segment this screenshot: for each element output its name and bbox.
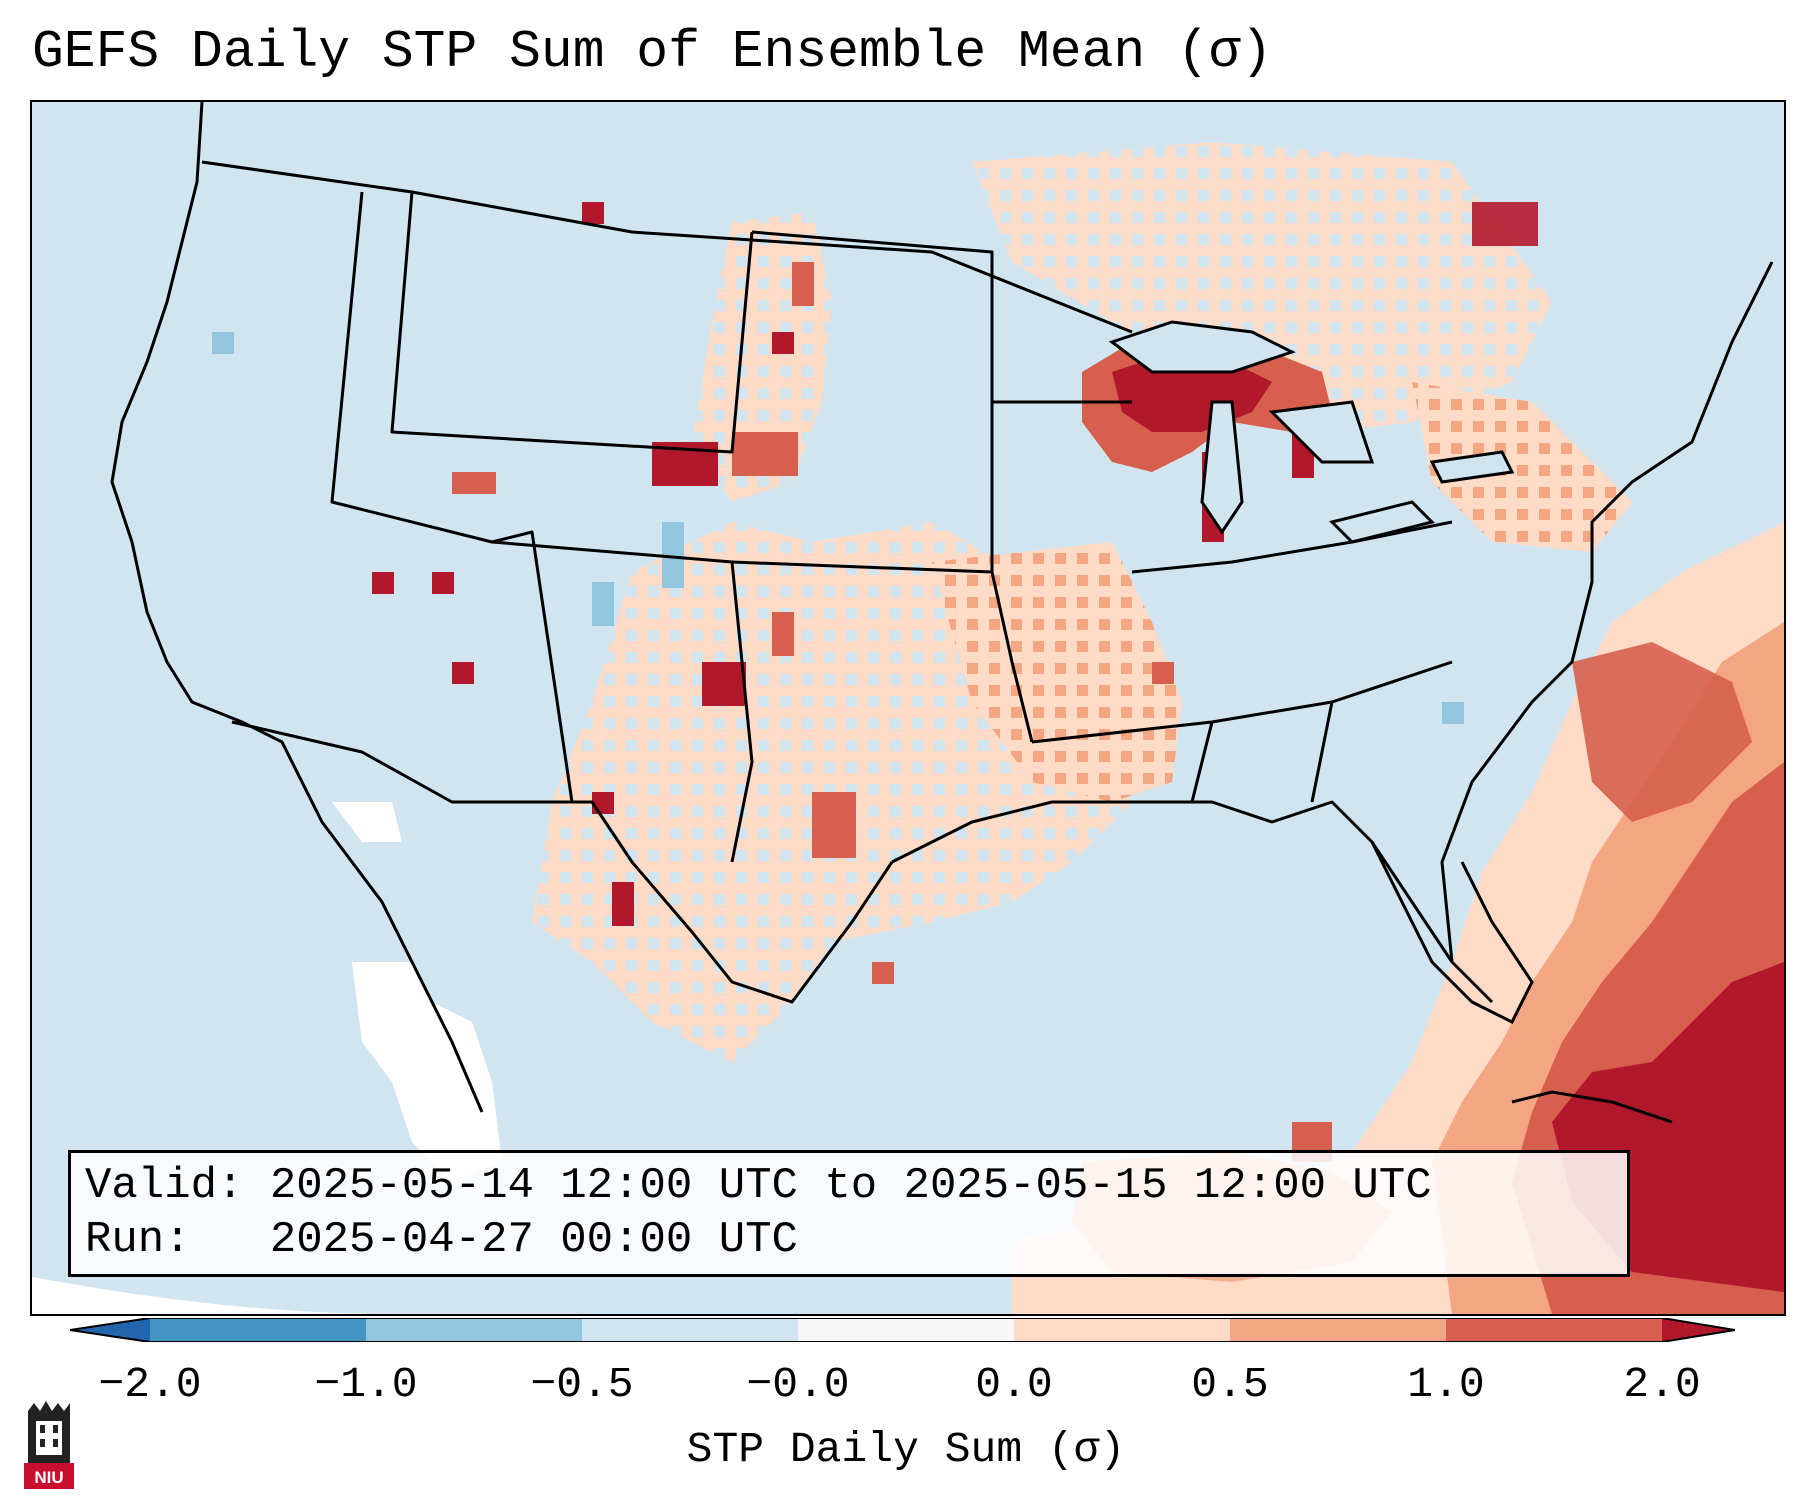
co-spot-2 (772, 612, 794, 656)
or-blue (212, 332, 234, 354)
valid-time-text: Valid: 2025-05-14 12:00 UTC to 2025-05-1… (85, 1161, 1432, 1211)
boundary-lines (110, 102, 1774, 1113)
canada-speckle (972, 142, 1552, 432)
lake-ontario (1429, 450, 1515, 484)
map-panel (30, 100, 1786, 1316)
northeast-speckle (1412, 382, 1632, 552)
colorbar-tick-label: −0.0 (746, 1360, 850, 1409)
colorbar-bin-n1-n05 (366, 1318, 582, 1342)
colorbar-bin-0-05 (1014, 1318, 1230, 1342)
great-lakes (1108, 320, 1515, 544)
nd-spot (772, 332, 794, 354)
domain-edge-sw (32, 1277, 392, 1314)
gulf-ca-white (332, 802, 402, 842)
colorbar-tick-label: 1.0 (1407, 1360, 1485, 1409)
ut-blue (592, 582, 614, 626)
colorbar-tick-label: −0.5 (530, 1360, 634, 1409)
atlantic-patch (1572, 642, 1752, 822)
midwest-speckle (932, 542, 1182, 802)
colorbar-extend-low (70, 1318, 150, 1342)
colorbar-label: STP Daily Sum (σ) (686, 1425, 1126, 1474)
florida-coast (1370, 841, 1673, 1124)
tx-spot (872, 962, 894, 984)
map-canvas (32, 102, 1784, 1314)
az-spot (452, 662, 474, 684)
va-blue (1442, 702, 1464, 724)
nm-spot-2 (612, 882, 634, 926)
logo-text: NIU (34, 1468, 63, 1487)
nd-spot-2 (792, 262, 814, 306)
colorbar-bin-1-2 (1446, 1318, 1662, 1342)
colorbar (70, 1318, 1735, 1342)
il-spot (1152, 662, 1174, 684)
quebec-spot (1472, 202, 1538, 246)
sd-spot (732, 432, 798, 476)
colorbar-tick-label: 2.0 (1623, 1360, 1701, 1409)
id-spot (452, 472, 496, 494)
colorbar-bin-0-0 (798, 1318, 1014, 1342)
colorbar-bin-05-1 (1230, 1318, 1446, 1342)
co-blue (662, 522, 684, 588)
tx-panhandle-spot (812, 792, 856, 858)
colorbar-tick-label: −2.0 (98, 1360, 202, 1409)
run-time-text: Run: 2025-04-27 00:00 UTC (85, 1215, 798, 1265)
colorbar-bin-n05-0 (582, 1318, 798, 1342)
niu-logo: NIU (24, 1401, 74, 1489)
valid-run-info-box: Valid: 2025-05-14 12:00 UTC to 2025-05-1… (68, 1150, 1630, 1277)
nv-spot (432, 572, 454, 594)
lake-erie (1329, 500, 1435, 544)
colorbar-tick-label: −1.0 (314, 1360, 418, 1409)
colorbar-bin-n2-n1 (150, 1318, 366, 1342)
baja-white (352, 962, 502, 1182)
nv-spot-2 (372, 572, 394, 594)
lake-huron (1268, 400, 1375, 464)
colorbar-tick-label: 0.0 (975, 1360, 1053, 1409)
lake-michigan (1200, 400, 1244, 535)
colorbar-extend-high (1662, 1318, 1735, 1342)
nm-spot (592, 792, 614, 814)
map-title: GEFS Daily STP Sum of Ensemble Mean (σ) (32, 22, 1273, 82)
co-spot (702, 662, 746, 706)
lake-superior (1108, 320, 1296, 374)
colorbar-tick-label: 0.5 (1191, 1360, 1269, 1409)
mt-spot (582, 202, 604, 224)
